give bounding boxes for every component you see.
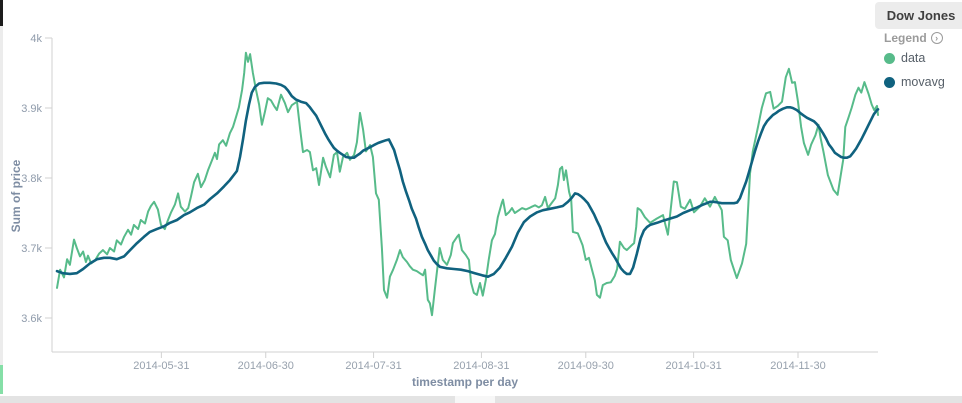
y-tick-label: 3.9k (21, 103, 42, 115)
legend-collapse-icon[interactable]: › (930, 32, 943, 44)
chart-legend: Legend › data movavg (884, 31, 962, 99)
chart-series-lines (55, 51, 880, 317)
legend-item-label: movavg (901, 75, 945, 89)
x-tick-label: 2014-10-31 (665, 360, 721, 372)
screen-edge-artifact (0, 26, 3, 365)
x-tick-label: 2014-06-30 (238, 360, 294, 372)
screen-edge-artifact (0, 0, 3, 26)
series-line-movavg (55, 81, 880, 278)
panel-resize-handle[interactable] (455, 396, 495, 403)
legend-item-movavg[interactable]: movavg (884, 75, 962, 89)
panel-title[interactable]: Dow Jones (875, 2, 962, 29)
legend-item-data[interactable]: data (884, 51, 962, 65)
screen-edge-artifact (0, 365, 3, 394)
legend-item-label: data (901, 51, 926, 65)
x-tick-label: 2014-07-31 (345, 360, 401, 372)
x-tick-label: 2014-11-30 (770, 360, 825, 372)
series-color-dot-icon (884, 52, 895, 64)
x-tick-label: 2014-08-31 (453, 360, 509, 372)
legend-label: Legend (884, 31, 927, 45)
x-tick-label: 2014-09-30 (558, 360, 614, 372)
axis-lines (45, 37, 878, 358)
y-tick-label: 3.8k (21, 173, 42, 185)
y-tick-label: 4k (30, 33, 42, 45)
series-color-dot-icon (884, 76, 895, 88)
y-axis-title: Sum of price (9, 159, 23, 233)
series-line-data (56, 51, 879, 317)
x-axis-title: timestamp per day (411, 375, 519, 389)
y-tick-label: 3.6k (21, 313, 42, 325)
y-tick-label: 3.7k (21, 243, 42, 255)
x-tick-label: 2014-05-31 (133, 360, 189, 372)
